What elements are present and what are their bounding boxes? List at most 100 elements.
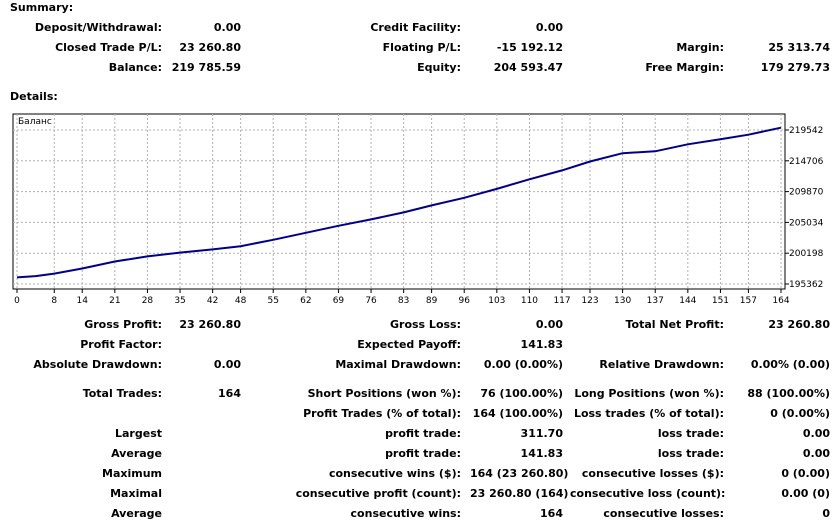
average-label: Average	[111, 447, 162, 460]
total-net-profit-label: Total Net Profit:	[625, 318, 725, 331]
total-trades-label: Total Trades:	[82, 387, 162, 400]
maximal-drawdown-value: 0.00 (0.00%)	[483, 358, 563, 371]
long-positions-value: 88 (100.00%)	[747, 387, 830, 400]
x-tick-label: 55	[267, 296, 278, 303]
profit-trades-label: Profit Trades (% of total):	[303, 407, 461, 420]
y-tick-label: 209870	[789, 188, 824, 198]
expected-payoff-label: Expected Payoff:	[357, 338, 461, 351]
loss-trades-label: Loss trades (% of total):	[573, 407, 724, 420]
margin-label: Margin:	[676, 41, 724, 54]
x-tick-label: 117	[553, 296, 570, 303]
y-tick-label: 205034	[789, 218, 824, 228]
maximal-drawdown-label: Maximal Drawdown:	[335, 358, 461, 371]
maximum-label: Maximum	[102, 467, 162, 480]
floating-pl-value: -15 192.12	[496, 41, 563, 54]
balance-chart-svg: 219542 214706 209870 205034 200198 195362 0 8 1…	[12, 113, 824, 306]
x-tick-label: 144	[679, 296, 696, 303]
expected-payoff-value: 141.83	[520, 338, 563, 351]
maximal-cons-loss-label: consecutive loss (count):	[570, 487, 726, 500]
long-positions-label: Long Positions (won %):	[574, 387, 724, 400]
y-tick-label: 214706	[789, 157, 824, 167]
x-tick-label: 137	[647, 296, 664, 303]
x-tick-label: 110	[521, 296, 538, 303]
gross-loss-label: Gross Loss:	[390, 318, 461, 331]
balance-label: Balance:	[108, 61, 162, 74]
short-positions-value: 76 (100.00%)	[480, 387, 563, 400]
gross-profit-label: Gross Profit:	[84, 318, 162, 331]
x-tick-label: 28	[142, 296, 154, 303]
max-cons-losses-label: consecutive losses ($):	[581, 467, 724, 480]
x-tick-label: 42	[207, 296, 218, 303]
y-tick-label: 195362	[789, 280, 823, 290]
largest-profit-value: 311.70	[520, 427, 563, 440]
x-tick-label: 76	[365, 296, 377, 303]
closed-pl-label: Closed Trade P/L:	[55, 41, 162, 54]
profit-trades-value: 164 (100.00%)	[472, 407, 563, 420]
avg-cons-losses-label: consecutive losses:	[603, 507, 724, 520]
gross-profit-value: 23 260.80	[179, 318, 241, 331]
x-tick-label: 69	[333, 296, 345, 303]
relative-drawdown-value: 0.00% (0.00)	[750, 358, 830, 371]
total-trades-value: 164	[218, 387, 241, 400]
closed-pl-value: 23 260.80	[179, 41, 241, 54]
loss-trades-value: 0 (0.00%)	[770, 407, 830, 420]
x-tick-label: 14	[76, 296, 88, 303]
x-tick-label: 130	[614, 296, 631, 303]
max-cons-wins-label: consecutive wins ($):	[328, 467, 461, 480]
profit-factor-label: Profit Factor:	[80, 338, 162, 351]
largest-label: Largest	[115, 427, 162, 440]
avg-cons-losses-value: 0	[822, 507, 830, 520]
max-cons-wins-value: 164 (23 260.80)	[470, 467, 569, 480]
average-loss-label: loss trade:	[657, 447, 724, 460]
floating-pl-label: Floating P/L:	[382, 41, 461, 54]
x-tick-label: 35	[174, 296, 185, 303]
x-tick-label: 62	[300, 296, 311, 303]
credit-value: 0.00	[535, 21, 563, 34]
largest-loss-value: 0.00	[802, 427, 830, 440]
free-margin-value: 179 279.73	[760, 61, 830, 74]
x-tick-label: 8	[51, 296, 57, 303]
deposit-label: Deposit/Withdrawal:	[34, 21, 162, 34]
largest-profit-label: profit trade:	[385, 427, 461, 440]
x-tick-label: 48	[235, 296, 247, 303]
x-tick-label: 96	[458, 296, 470, 303]
chart-title: Баланс	[18, 117, 52, 127]
maximal-cons-loss-value: 0.00 (0)	[781, 487, 830, 500]
x-tick-label: 0	[14, 296, 20, 303]
max-cons-losses-value: 0 (0.00)	[781, 467, 830, 480]
y-tick-label: 200198	[789, 249, 824, 259]
equity-label: Equity:	[417, 61, 461, 74]
details-title: Details:	[10, 90, 58, 103]
x-tick-label: 123	[581, 296, 598, 303]
x-tick-label: 21	[109, 296, 120, 303]
x-tick-label: 151	[712, 296, 729, 303]
x-tick-label: 83	[398, 296, 409, 303]
gross-loss-value: 0.00	[535, 318, 563, 331]
maximal-cons-profit-value: 23 260.80 (164)	[470, 487, 569, 500]
largest-loss-label: loss trade:	[657, 427, 724, 440]
margin-value: 25 313.74	[768, 41, 830, 54]
balance-value: 219 785.59	[171, 61, 241, 74]
average-profit-value: 141.83	[520, 447, 563, 460]
free-margin-label: Free Margin:	[645, 61, 724, 74]
x-tick-label: 164	[772, 296, 789, 303]
y-tick-label: 219542	[789, 126, 823, 136]
x-tick-label: 89	[426, 296, 438, 303]
short-positions-label: Short Positions (won %):	[307, 387, 461, 400]
balance-chart: 219542 214706 209870 205034 200198 195362 0 8 1…	[10, 113, 830, 306]
maximal-cons-profit-label: consecutive profit (count):	[295, 487, 461, 500]
plot-area	[12, 113, 786, 290]
avg-cons-wins-value: 164	[540, 507, 563, 520]
relative-drawdown-label: Relative Drawdown:	[599, 358, 724, 371]
total-net-profit-value: 23 260.80	[768, 318, 830, 331]
x-tick-label: 157	[740, 296, 757, 303]
average-loss-value: 0.00	[802, 447, 830, 460]
equity-value: 204 593.47	[493, 61, 563, 74]
avg-cons-wins-label: consecutive wins:	[350, 507, 461, 520]
average-profit-label: profit trade:	[385, 447, 461, 460]
summary-title: Summary:	[10, 1, 74, 14]
maximal-label: Maximal	[110, 487, 162, 500]
credit-label: Credit Facility:	[370, 21, 461, 34]
absolute-drawdown-value: 0.00	[213, 358, 241, 371]
absolute-drawdown-label: Absolute Drawdown:	[33, 358, 162, 371]
